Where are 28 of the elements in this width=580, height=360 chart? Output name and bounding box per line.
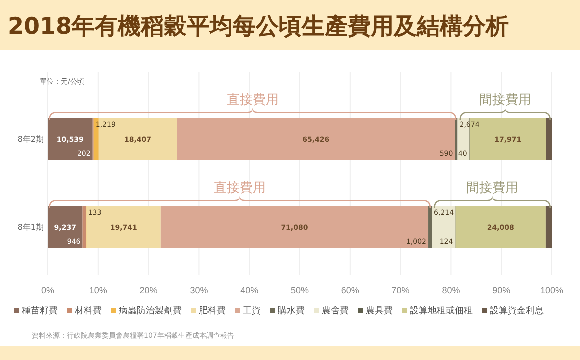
legend-label: 農具費 (366, 306, 393, 316)
legend-label: 種苗籽費 (22, 306, 58, 316)
legend-label: 病蟲防治製劑費 (119, 306, 182, 316)
legend-label: 肥料費 (199, 306, 226, 316)
y-tick-label: 8年2期 (18, 135, 44, 144)
x-tick-label: 80% (442, 285, 460, 296)
x-tick-label: 100% (540, 285, 564, 296)
x-tick-label: 20% (140, 285, 158, 296)
legend-label: 農舍費 (322, 306, 349, 316)
legend-label: 購水費 (278, 306, 305, 316)
annotation: 直接費用 (214, 181, 266, 196)
x-tick-label: 40% (240, 285, 259, 296)
x-tick-label: 10% (89, 285, 108, 296)
legend-label: 設算地租或佃租 (410, 306, 473, 316)
legend-label: 工資 (243, 306, 261, 316)
x-tick-label: 0% (41, 285, 55, 296)
x-tick-label: 30% (190, 285, 208, 296)
annotation: 直接費用 (226, 93, 279, 108)
y-tick-label: 8年1期 (18, 223, 44, 232)
x-tick-label: 50% (290, 285, 310, 296)
legend-label: 材料費 (74, 306, 102, 316)
chart-title: 2018年有機稻穀平均每公頃生產費用及結構分析 (8, 14, 510, 40)
legend-label: 設算資金利息 (490, 306, 544, 316)
annotation: 間接費用 (466, 181, 519, 196)
annotation: 間接費用 (479, 93, 532, 108)
x-tick-label: 70% (392, 285, 410, 296)
x-tick-label: 90% (492, 285, 511, 296)
x-tick-label: 60% (341, 285, 360, 296)
